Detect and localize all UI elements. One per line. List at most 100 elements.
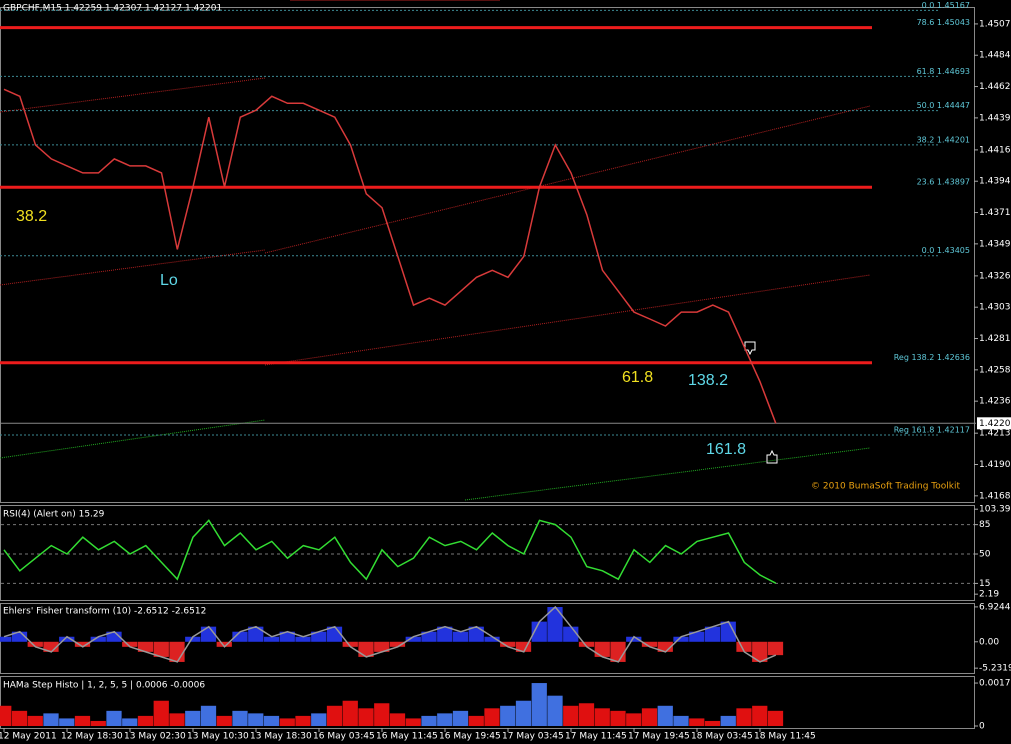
hama-panel [0, 676, 975, 729]
y-tick-label: 1.41905 [979, 460, 1011, 470]
hama-bar [704, 720, 721, 726]
fisher-bar [106, 631, 122, 642]
hama-bar [594, 708, 610, 726]
hama-bar [752, 705, 768, 726]
hama-bar [673, 715, 689, 726]
hama-bar [736, 708, 752, 726]
y-tick-label: 1.43715 [979, 208, 1011, 218]
fisher-bar [43, 641, 59, 652]
hama-bar [248, 713, 264, 726]
level-label: 23.6 1.43897 [917, 178, 970, 187]
fisher-bar [27, 641, 43, 647]
hama-bar [547, 695, 563, 726]
hama-bar [484, 708, 500, 726]
fisher-bar [421, 631, 437, 642]
y-tick-label: 1.42360 [979, 397, 1011, 407]
fisher-bar [232, 631, 248, 642]
level-label: 0.0 1.45167 [922, 1, 970, 10]
fisher-bar [374, 641, 390, 652]
hama-bar [279, 718, 295, 726]
fisher-bar [122, 641, 138, 647]
fisher-bar [295, 636, 311, 642]
y-tick-label: 0.0017 [979, 679, 1011, 689]
y-tick-label: 1.42810 [979, 334, 1011, 344]
hama-bar [437, 713, 453, 726]
fisher-bar [689, 631, 705, 642]
hama-bar [200, 705, 217, 726]
hama-bar [311, 713, 327, 726]
hama-bar [500, 705, 516, 726]
level-label: Reg 138.2 1.42636 [894, 353, 970, 362]
hama-bar [169, 713, 185, 726]
fisher-bar [704, 626, 721, 642]
fisher-bar [389, 641, 406, 647]
fisher-bar [452, 631, 469, 642]
hama-bar [0, 705, 12, 726]
current-price-label: 1.42201 [979, 419, 1011, 429]
x-tick-label: 17 May 19:45 [628, 732, 690, 742]
hama-bar [531, 683, 547, 726]
rsi-title: RSI(4) (Alert on) 15.29 [3, 510, 105, 520]
x-tick-label: 16 May 11:45 [376, 732, 438, 742]
x-tick-label: 13 May 02:30 [124, 732, 186, 742]
copyright: © 2010 BumaSoft Trading Toolkit [811, 482, 960, 492]
y-tick-label: 0.00 [979, 637, 999, 647]
hama-bar [767, 710, 784, 726]
fisher-bar [263, 636, 280, 642]
fisher-bar [59, 636, 75, 642]
price-line [3, 519, 777, 584]
hama-bar [263, 715, 280, 726]
x-tick-label: 16 May 19:45 [439, 732, 501, 742]
arrow-up [766, 449, 778, 464]
price-line [3, 88, 777, 424]
hama-bar [153, 700, 169, 726]
hama-bar [27, 715, 43, 726]
hama-bar [185, 710, 201, 726]
fisher-bar [515, 641, 532, 652]
fisher-bar [153, 641, 169, 657]
x-tick-label: 17 May 03:45 [502, 732, 564, 742]
y-tick-label: 1.44395 [979, 113, 1011, 123]
y-tick-label: 85 [979, 520, 990, 530]
fisher-bar [358, 641, 374, 657]
y-tick-label: 1.42585 [979, 365, 1011, 375]
chart-title: GBPCHF,M15 1.42259 1.42307 1.42127 1.422… [3, 4, 222, 14]
hama-bar [578, 703, 595, 726]
fisher-line [3, 605, 777, 663]
fisher-bar [468, 626, 484, 642]
x-tick-label: 18 May 11:45 [754, 732, 816, 742]
panel-borders [0, 7, 975, 729]
x-tick-label: 16 May 03:45 [313, 732, 375, 742]
hama-bar [216, 715, 232, 726]
hama-bar [689, 718, 705, 726]
level-label: 50.0 1.44447 [917, 101, 970, 110]
y-tick-label: 1.43940 [979, 177, 1011, 187]
fisher-bar [531, 621, 547, 642]
hama-bar [515, 700, 532, 726]
annotation: 61.8 [622, 369, 653, 386]
hama-title: HAMa Step Histo | 1, 2, 5, 5 | 0.0006 -0… [3, 681, 205, 691]
y-tick-label: -5.2319 [979, 664, 1011, 674]
hama-bar [389, 713, 406, 726]
fisher-bar [736, 641, 752, 652]
y-tick-label: 1.41680 [979, 491, 1011, 501]
regression-line [0, 419, 266, 459]
fisher-bar [311, 631, 327, 642]
hama-bar [106, 710, 122, 726]
x-tick-label: 12 May 18:30 [61, 732, 123, 742]
annotation: Lo [160, 272, 178, 289]
hama-bar [74, 715, 91, 726]
level-label: 0.0 1.43405 [922, 246, 970, 255]
fisher-bar [767, 641, 784, 656]
hama-bar [421, 715, 437, 726]
rsi-panel [0, 505, 975, 601]
x-tick-label: 17 May 11:45 [565, 732, 627, 742]
hama-bar [122, 718, 138, 726]
level-label: 38.2 1.44201 [917, 135, 970, 144]
fisher-bar [657, 641, 673, 652]
hama-bar [11, 710, 28, 726]
x-tick-label: 13 May 10:30 [187, 732, 249, 742]
main-panel [0, 7, 975, 503]
current-price-box [977, 417, 1011, 430]
fisher-bar [673, 636, 689, 642]
